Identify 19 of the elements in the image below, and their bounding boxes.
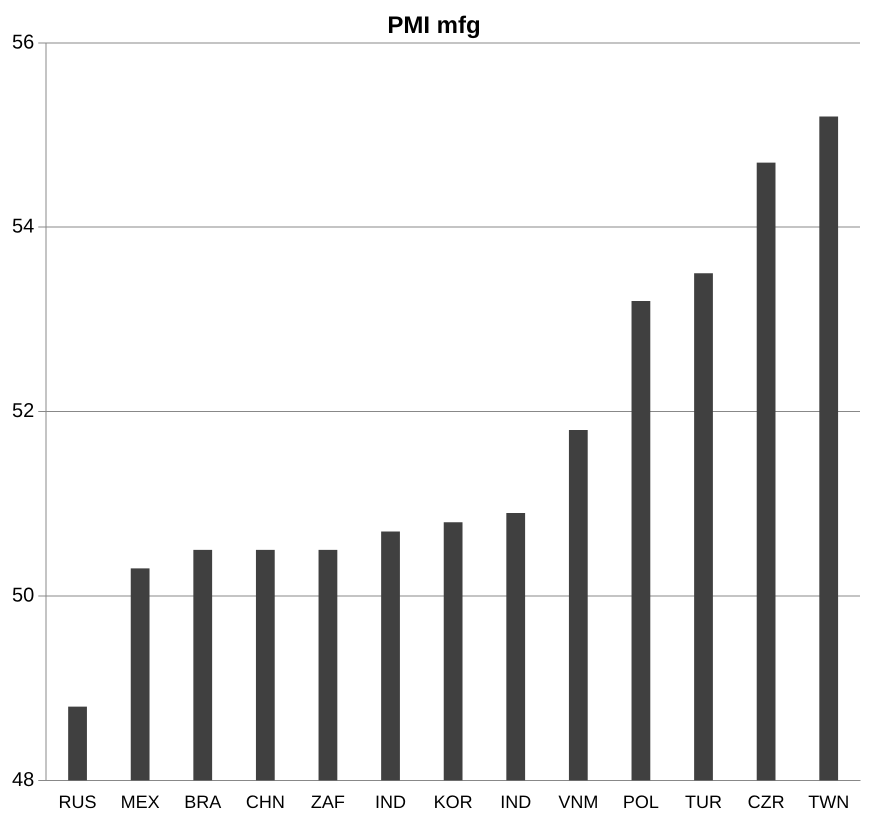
x-tick-label: CHN [246, 792, 285, 812]
y-tick-label: 50 [12, 584, 34, 607]
y-tick-label: 48 [12, 768, 34, 791]
y-tick-label: 54 [12, 216, 34, 238]
x-tick-label: BRA [184, 792, 222, 812]
x-tick-label: TWN [808, 792, 850, 812]
x-tick-label: KOR [434, 792, 473, 812]
x-tick-label: CZR [748, 792, 785, 812]
x-tick-label: MEX [120, 792, 160, 812]
x-tick-label: RUS [58, 792, 97, 812]
y-tick-label: 56 [12, 31, 34, 54]
x-tick-label: IND [500, 792, 532, 812]
y-tick-label: 52 [12, 400, 34, 422]
x-tick-label: ZAF [310, 792, 345, 812]
chart-title: PMI mfg [387, 12, 481, 40]
x-tick-label: VNM [558, 792, 598, 812]
x-tick-label: IND [375, 792, 406, 812]
x-tick-label: TUR [685, 792, 722, 812]
x-tick-label: POL [622, 792, 659, 812]
